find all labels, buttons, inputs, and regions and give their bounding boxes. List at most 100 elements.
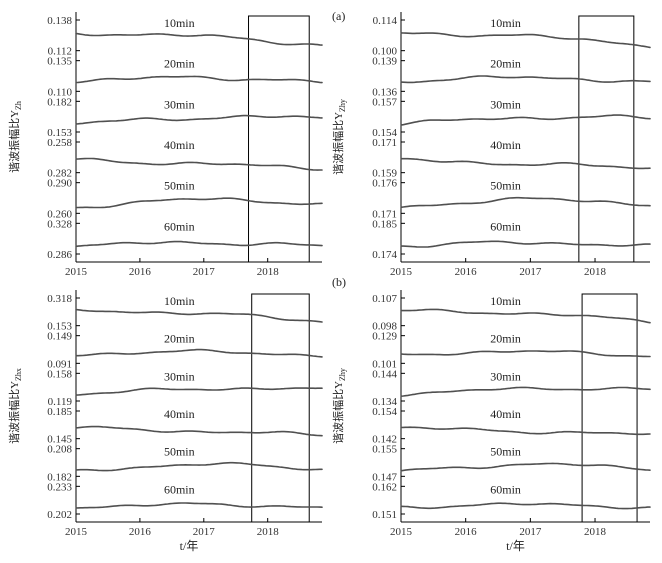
y-tick-label: 0.318	[47, 293, 72, 305]
x-tick-label: 2015	[390, 266, 413, 278]
series-label: 60min	[164, 219, 195, 233]
y-tick-label: 0.155	[372, 444, 397, 456]
series-line	[75, 197, 323, 209]
y-tick-label: 0.100	[372, 46, 397, 58]
series-line	[400, 426, 651, 436]
series-label: 50min	[164, 179, 195, 193]
series-label: 60min	[490, 482, 521, 496]
y-tick-label: 0.112	[48, 46, 72, 58]
y-tick-label: 0.098	[372, 321, 397, 333]
series-line	[400, 114, 651, 126]
series-label: 60min	[490, 219, 521, 233]
series-label: 60min	[164, 482, 195, 496]
y-tick-label: 0.208	[47, 444, 72, 456]
series-label: 10min	[490, 16, 521, 30]
y-axis-label-subscript: Zhx	[14, 368, 23, 381]
y-tick-label: 0.151	[372, 509, 397, 521]
y-tick-label: 0.091	[47, 358, 72, 370]
y-tick-label: 0.154	[372, 406, 397, 418]
x-tick-label: 2018	[584, 526, 607, 538]
series-label: 50min	[490, 179, 521, 193]
y-axis-label-subscript: Zh	[14, 101, 23, 110]
series-label: 30min	[164, 97, 195, 111]
series-line	[400, 196, 651, 209]
y-tick-label: 0.138	[47, 15, 72, 27]
y-tick-label: 0.171	[372, 208, 397, 220]
y-tick-label: 0.145	[47, 434, 72, 446]
series-label: 10min	[490, 294, 521, 308]
y-tick-label: 0.182	[47, 471, 72, 483]
series-line	[75, 157, 323, 171]
y-tick-label: 0.174	[372, 249, 397, 261]
label-b: (b)	[332, 275, 346, 289]
y-tick-label: 0.147	[372, 471, 397, 483]
y-axis-label: 谐波振幅比YZhx	[7, 368, 23, 444]
series-line	[75, 240, 323, 248]
x-tick-label: 2017	[519, 526, 542, 538]
x-tick-label: 2016	[455, 526, 478, 538]
y-tick-label: 0.107	[372, 293, 397, 305]
series-label: 20min	[490, 57, 521, 71]
series-label: 10min	[164, 294, 195, 308]
y-tick-label: 0.153	[47, 321, 72, 333]
series-line	[75, 308, 323, 323]
series-line	[400, 240, 651, 248]
series-label: 30min	[490, 97, 521, 111]
series-line	[75, 502, 323, 509]
y-tick-label: 0.159	[372, 168, 397, 180]
series-label: 20min	[490, 332, 521, 346]
y-axis-label-subscript: Zhy	[338, 368, 347, 381]
y-tick-label: 0.286	[47, 249, 72, 261]
series-line	[75, 75, 323, 84]
series-label: 50min	[164, 445, 195, 459]
series-line	[75, 114, 323, 125]
y-tick-label: 0.233	[47, 481, 72, 493]
y-tick-label: 0.144	[372, 368, 397, 380]
y-tick-label: 0.110	[48, 86, 73, 98]
x-tick-label: 2017	[193, 266, 216, 278]
y-tick-label: 0.282	[47, 168, 72, 180]
x-tick-label: 2018	[584, 266, 607, 278]
x-tick-label: 2018	[257, 266, 280, 278]
y-tick-label: 0.114	[373, 15, 398, 27]
series-label: 40min	[164, 138, 195, 152]
series-line	[400, 157, 651, 170]
series-line	[75, 425, 323, 437]
highlight-box	[248, 15, 310, 263]
y-tick-label: 0.142	[372, 434, 397, 446]
series-label: 20min	[164, 332, 195, 346]
series-line	[75, 387, 323, 396]
y-tick-label: 0.134	[372, 396, 397, 408]
series-line	[400, 462, 651, 472]
series-line	[400, 75, 651, 84]
y-tick-label: 0.185	[47, 406, 72, 418]
x-axis-label: t/年	[180, 539, 199, 553]
x-tick-label: 2015	[65, 266, 88, 278]
y-tick-label: 0.154	[372, 127, 397, 139]
y-tick-label: 0.182	[47, 96, 72, 108]
series-label: 30min	[490, 369, 521, 383]
series-label: 40min	[490, 138, 521, 152]
series-line	[75, 32, 323, 46]
series-line	[400, 308, 651, 324]
y-tick-label: 0.135	[47, 56, 72, 68]
y-axis-label: 谐波振幅比YZhy	[331, 99, 347, 175]
y-tick-label: 0.328	[47, 218, 72, 230]
highlight-box	[578, 15, 635, 263]
y-tick-label: 0.185	[372, 218, 397, 230]
y-tick-label: 0.101	[372, 358, 397, 370]
x-tick-label: 2016	[455, 266, 478, 278]
series-label: 20min	[164, 57, 195, 71]
x-tick-label: 2016	[129, 266, 152, 278]
x-tick-label: 2015	[65, 526, 88, 538]
y-axis-label: 谐波振幅比YZh	[7, 101, 23, 173]
series-label: 40min	[490, 407, 521, 421]
series-label: 40min	[164, 407, 195, 421]
x-tick-label: 2017	[193, 526, 216, 538]
y-tick-label: 0.260	[47, 208, 72, 220]
y-tick-label: 0.153	[47, 127, 72, 139]
x-axis-label: t/年	[506, 539, 525, 553]
series-line	[400, 502, 651, 510]
series-line	[400, 386, 651, 397]
